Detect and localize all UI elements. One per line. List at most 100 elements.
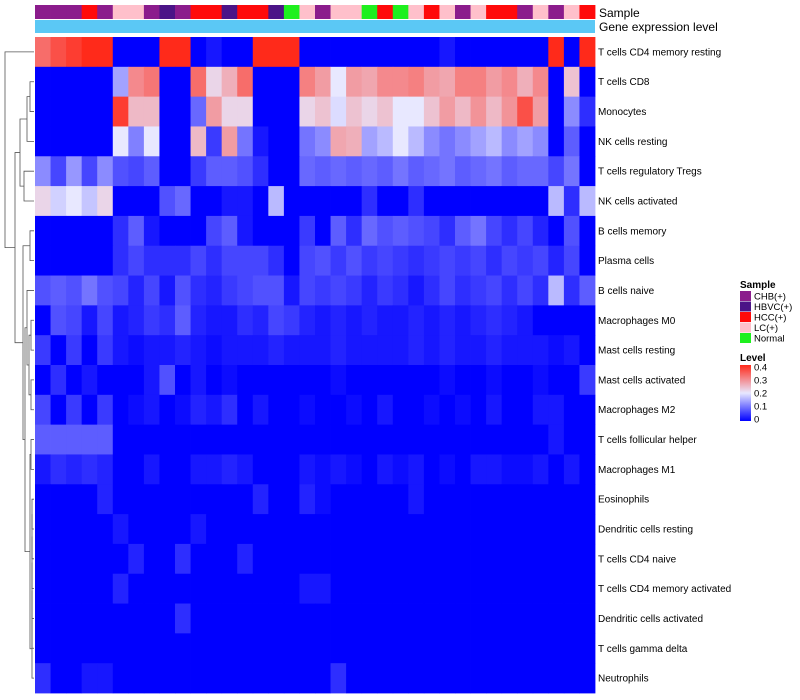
heatmap-cell [206,663,223,694]
sample-annotation-cell [221,5,238,19]
heatmap-cell [361,275,378,306]
row-label: NK cells resting [598,137,667,148]
heatmap-cell [143,484,160,515]
heatmap-cell [252,394,269,426]
heatmap-cell [486,454,503,485]
heatmap-cell [423,663,440,694]
heatmap-cell [268,156,285,187]
heatmap-cell [159,394,176,426]
heatmap-cell [66,454,83,485]
heatmap-cell [50,186,67,217]
heatmap-cell [268,663,285,694]
heatmap-cell [190,66,207,98]
dendrogram-link [26,96,34,142]
heatmap-cell [579,186,596,217]
heatmap-cell [221,573,238,604]
heatmap-cell [206,66,223,98]
heatmap-cell [268,96,285,127]
heatmap-cell [346,66,363,98]
heatmap-cell [35,484,51,515]
row-label: Dendritic cells activated [598,614,703,625]
heatmap-cell [392,365,409,396]
heatmap-cell [455,543,471,575]
heatmap-cell [128,156,145,187]
heatmap-cell [455,66,471,98]
heatmap-cell [143,633,160,664]
heatmap-cell [66,126,83,157]
heatmap-cell [486,484,503,515]
dendrogram-link [29,230,34,262]
heatmap-cell [455,514,471,545]
sample-legend-title: Sample [740,280,776,291]
heatmap-cell [439,603,456,634]
heatmap-cell [330,126,347,157]
heatmap-cell [159,573,176,604]
heatmap-cell [532,156,549,187]
heatmap-cell [439,186,456,217]
heatmap-cell [66,365,83,396]
heatmap-cell [315,335,331,366]
heatmap-cell [206,543,223,575]
heatmap-cell [35,37,51,68]
row-label: Monocytes [598,107,646,118]
heatmap-cell [97,454,114,485]
heatmap-cell [128,424,145,455]
heatmap-cell [315,365,331,396]
heatmap-cell [159,275,176,306]
heatmap-cell [190,514,207,545]
heatmap-cell [361,484,378,515]
row-dendrogram [4,51,34,679]
heatmap-cell [81,365,98,396]
heatmap-cell [377,454,394,485]
heatmap-cell [112,186,129,217]
heatmap-cell [206,573,223,604]
sample-annotation-cell [517,5,534,19]
heatmap-cell [112,37,129,68]
heatmap-cell [159,245,176,276]
heatmap-cell [517,215,534,247]
heatmap-cell [517,186,534,217]
heatmap-cell [346,573,363,604]
heatmap-cell [315,424,331,455]
heatmap-cell [408,37,425,68]
heatmap-cell [392,96,409,127]
heatmap-cell [579,96,596,127]
dendrogram-link [14,152,23,344]
heatmap-cell [190,484,207,515]
heatmap-cell [361,573,378,604]
heatmap-cell [470,603,487,634]
heatmap-cell [423,245,440,276]
heatmap-cell [330,424,347,455]
heatmap-cell [221,305,238,336]
heatmap-cell [501,424,518,455]
heatmap-cell [143,573,160,604]
heatmap-cell [548,573,565,604]
sample-annotation-cell [470,5,487,19]
heatmap-cell [315,454,331,485]
heatmap-cell [439,66,456,98]
sample-annotation-cell [501,5,518,19]
heatmap-cell [501,186,518,217]
heatmap-cell [35,335,51,366]
heatmap-cell [299,335,316,366]
heatmap-cell [128,484,145,515]
heatmap-cell [143,603,160,634]
row-label: Neutrophils [598,674,649,685]
heatmap-cell [408,603,425,634]
heatmap-cell [423,66,440,98]
heatmap-cell [377,305,394,336]
heatmap-cell [423,335,440,366]
heatmap-cell [159,96,176,127]
heatmap-cells [35,37,596,694]
heatmap-cell [330,66,347,98]
heatmap-cell [143,126,160,157]
heatmap-cell [455,305,471,336]
heatmap-cell [97,245,114,276]
heatmap-cell [532,215,549,247]
sample-legend-swatch [740,312,751,322]
heatmap-cell [206,394,223,426]
heatmap-cell [175,215,191,247]
heatmap-cell [237,633,254,664]
heatmap-cell [50,335,67,366]
sample-annotation-cell [128,5,145,19]
